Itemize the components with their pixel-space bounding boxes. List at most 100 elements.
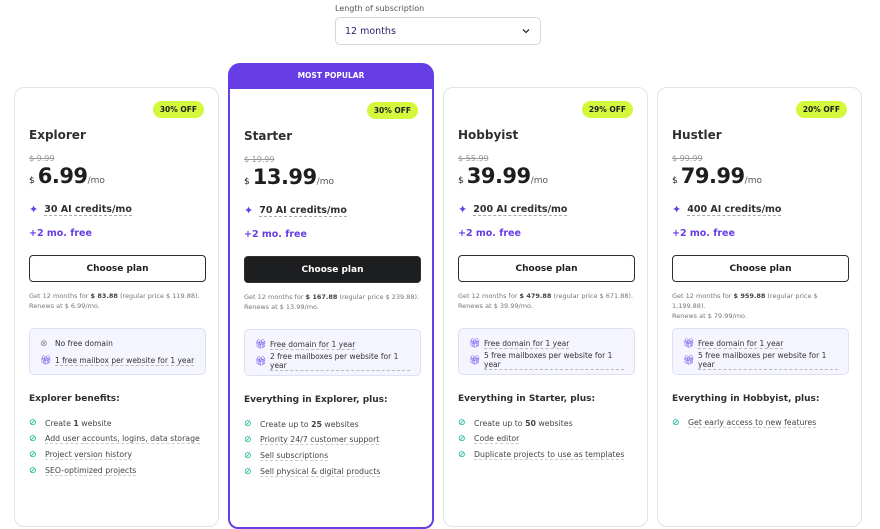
choose-plan-button[interactable]: Choose plan [29, 255, 206, 282]
note-regular: (regular price $ 119.88). [117, 292, 200, 300]
perk-text: 5 free mailboxes per website for 1 year [698, 351, 838, 370]
choose-plan-button[interactable]: Choose plan [672, 255, 849, 282]
note-total: $ 479.88 [519, 292, 552, 300]
feature-list: ⊘ Get early access to new features [672, 415, 817, 431]
ai-credits-text: 30 AI credits/mo [44, 203, 132, 216]
feature-text-pre: Create up to [474, 418, 526, 428]
perk-text: 5 free mailboxes per website for 1 year [484, 351, 624, 370]
check-circle-icon: ⊘ [244, 435, 252, 445]
feature-item: ⊘ Create up to 25 websites [244, 416, 380, 432]
perk-item: 🎁︎ 5 free mailboxes per website for 1 yea… [683, 351, 838, 370]
billing-note: Get 12 months for $ 83.88 (regular price… [29, 291, 209, 311]
note-renew: Renews at $ 6.99/mo. [29, 302, 100, 310]
benefits-title: Everything in Explorer, plus: [244, 395, 388, 405]
free-months: +2 mo. free [29, 228, 92, 239]
feature-list: ⊘ Create up to 25 websites ⊘ Priority 24/7 … [244, 416, 381, 480]
ai-credits[interactable]: ✦ 30 AI credits/mo [29, 203, 132, 216]
feature-item: ⊘ Duplicate projects to use as templates [458, 447, 625, 463]
check-circle-icon: ⊘ [458, 418, 466, 428]
original-price: $ 19.99 [244, 155, 275, 164]
feature-text: SEO-optimized projects [45, 466, 137, 476]
feature-text-pre: Priority 24/7 customer support [260, 435, 380, 444]
ai-credits[interactable]: ✦ 200 AI credits/mo [458, 203, 568, 216]
perk-item: 🎁︎ 1 free mailbox per website for 1 year [40, 352, 195, 369]
feature-text-pre: Add user accounts, logins, data storage [45, 434, 200, 443]
feature-text-pre: Create [45, 418, 74, 428]
benefits-title: Everything in Starter, plus: [458, 394, 596, 404]
feature-item: ⊘ SEO-optimized projects [29, 463, 200, 479]
perk-item: ⊗ No free domain [40, 335, 195, 352]
gift-icon: 🎁︎ [255, 339, 267, 350]
note-text: Get 12 months for [672, 292, 734, 300]
choose-plan-button[interactable]: Choose plan [458, 255, 635, 282]
ai-credits[interactable]: ✦ 400 AI credits/mo [672, 203, 782, 216]
perks-box: 🎁︎ Free domain for 1 year 🎁︎ 5 free mailbox… [672, 328, 849, 375]
feature-text-post: websites [535, 418, 573, 428]
feature-item: ⊘ Sell physical & digital products [244, 464, 381, 480]
feature-text: Sell subscriptions [260, 451, 329, 461]
billing-note: Get 12 months for $ 167.88 (regular pric… [244, 292, 424, 312]
sparkle-icon: ✦ [458, 203, 468, 216]
feature-text: Get early access to new features [688, 418, 817, 428]
feature-text-post: websites [321, 419, 359, 429]
perk-text: 2 free mailboxes per website for 1 year [270, 352, 410, 371]
plan-card-hobbyist: 29% OFF Hobbyist $ 55.99 $39.99/mo ✦ 200 … [443, 87, 648, 527]
ai-credits[interactable]: ✦ 70 AI credits/mo [244, 204, 347, 217]
feature-list: ⊘ Create up to 50 websites ⊘ Code editor ⊘ Du… [458, 415, 625, 463]
perk-item: 🎁︎ Free domain for 1 year [255, 336, 410, 353]
perk-text: 1 free mailbox per website for 1 year [55, 355, 195, 366]
discount-badge: 30% OFF [366, 102, 418, 119]
feature-text: Project version history [45, 450, 133, 460]
check-circle-icon: ⊘ [244, 451, 252, 461]
sparkle-icon: ✦ [672, 203, 682, 216]
feature-item: ⊘ Priority 24/7 customer support [244, 432, 380, 448]
feature-text-bold: 25 [311, 419, 322, 429]
gift-icon: 🎁︎ [255, 356, 267, 367]
plan-name: Hustler [672, 128, 722, 142]
perk-item: 🎁︎ 5 free mailboxes per website for 1 yea… [469, 351, 624, 370]
check-circle-icon: ⊘ [458, 434, 466, 444]
ai-credits-text: 70 AI credits/mo [259, 204, 347, 217]
plan-price: $13.99/mo [244, 165, 334, 189]
plan-price: $6.99/mo [29, 164, 105, 188]
feature-text: Priority 24/7 customer support [260, 435, 380, 445]
gift-icon: 🎁︎ [469, 338, 481, 349]
free-months: +2 mo. free [672, 228, 735, 239]
perk-item: 🎁︎ 2 free mailboxes per website for 1 yea… [255, 352, 410, 371]
subscription-length-value: 12 months [345, 25, 396, 37]
subscription-length-select[interactable]: 12 months [335, 17, 541, 45]
price-amount: 39.99 [466, 164, 531, 188]
note-renew: Renews at $ 13.99/mo. [244, 303, 319, 311]
feature-text: Create 1 website [45, 419, 112, 428]
choose-plan-button[interactable]: Choose plan [244, 256, 421, 283]
plan-card-starter: 30% OFF Starter $ 19.99 $13.99/mo ✦ 70 AI… [228, 89, 434, 529]
price-amount: 6.99 [37, 164, 88, 188]
chevron-down-icon [522, 29, 530, 34]
currency: $ [29, 176, 35, 186]
free-months: +2 mo. free [458, 228, 521, 239]
perks-box: 🎁︎ Free domain for 1 year 🎁︎ 2 free mailbox… [244, 329, 421, 376]
original-price: $ 9.99 [29, 154, 55, 163]
currency: $ [672, 176, 678, 186]
currency: $ [244, 177, 250, 187]
price-period: /mo [744, 176, 762, 186]
plan-card-explorer: 30% OFF Explorer $ 9.99 $6.99/mo ✦ 30 AI … [14, 87, 219, 527]
free-months: +2 mo. free [244, 229, 307, 240]
x-circle-icon: ⊗ [40, 338, 48, 349]
perk-text: Free domain for 1 year [484, 338, 570, 349]
plan-card-hustler: 20% OFF Hustler $ 99.99 $79.99/mo ✦ 400 A… [657, 87, 862, 527]
currency: $ [458, 176, 464, 186]
sparkle-icon: ✦ [29, 203, 39, 216]
check-circle-icon: ⊘ [29, 434, 37, 444]
note-renew: Renews at $ 79.99/mo. [672, 312, 747, 320]
feature-text: Create up to 25 websites [260, 420, 359, 429]
price-amount: 13.99 [252, 165, 317, 189]
plan-price: $79.99/mo [672, 164, 762, 188]
feature-text: Duplicate projects to use as templates [474, 450, 625, 460]
feature-text-pre: Duplicate projects to use as templates [474, 450, 625, 459]
feature-text-pre: SEO-optimized projects [45, 466, 137, 475]
benefits-title: Everything in Hobbyist, plus: [672, 394, 820, 404]
note-regular: (regular price $ 239.88). [337, 293, 420, 301]
note-total: $ 83.88 [90, 292, 118, 300]
original-price: $ 55.99 [458, 154, 489, 163]
